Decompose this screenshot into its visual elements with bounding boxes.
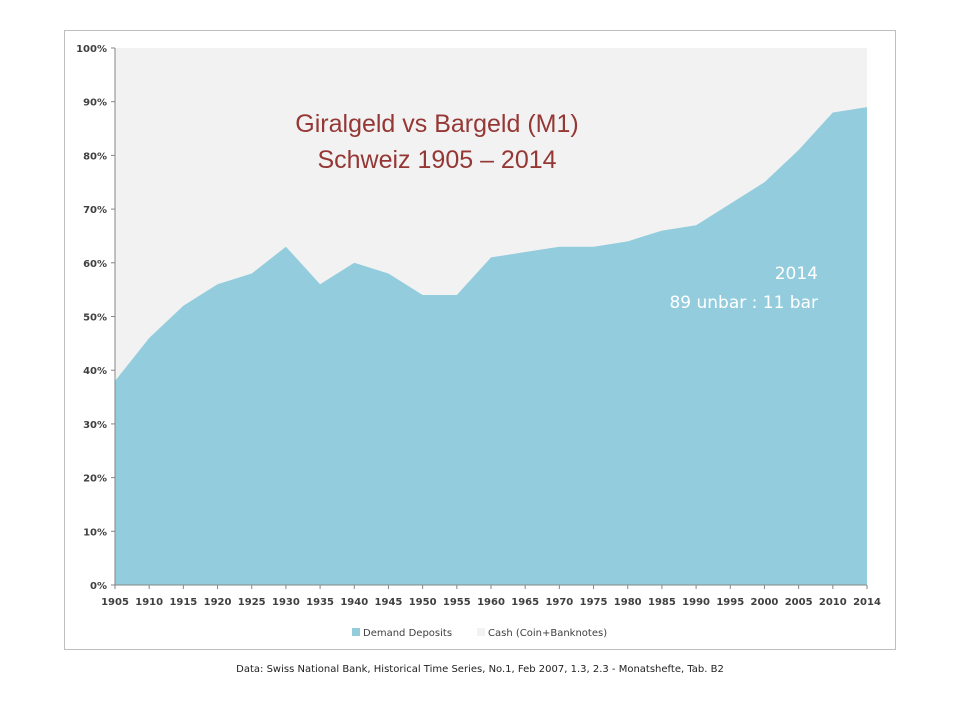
x-tick-label: 1955 xyxy=(443,597,471,608)
x-tick-label: 1920 xyxy=(204,597,232,608)
annotation-year: 2014 xyxy=(775,264,818,284)
x-tick-label: 1970 xyxy=(545,597,573,608)
source-note: Data: Swiss National Bank, Historical Ti… xyxy=(236,664,724,675)
y-tick-label: 90% xyxy=(83,98,107,109)
x-tick-label: 2000 xyxy=(751,597,779,608)
y-tick-label: 0% xyxy=(90,581,107,592)
y-tick-label: 60% xyxy=(83,259,107,270)
x-tick-group: 1905 1910 1915 1920 1925 1930 1935 1940 1945 1950… xyxy=(101,585,881,608)
legend-swatch-demand-deposits xyxy=(352,628,360,636)
y-tick-label: 20% xyxy=(83,474,107,485)
x-tick-label: 2010 xyxy=(819,597,847,608)
y-tick-label: 40% xyxy=(83,366,107,377)
y-tick-label: 80% xyxy=(83,151,107,162)
y-tick-label: 70% xyxy=(83,205,107,216)
x-tick-label: 2014 xyxy=(853,597,881,608)
x-tick-label: 1910 xyxy=(135,597,163,608)
x-tick-label: 1965 xyxy=(511,597,539,608)
chart-frame: 0% 10% 20% 30% 40% 50% 60% 70% 80% 90% 100% 1905 19… xyxy=(64,30,896,650)
x-tick-label: 1905 xyxy=(101,597,129,608)
y-tick-label: 100% xyxy=(76,44,107,55)
x-tick-label: 1935 xyxy=(306,597,334,608)
x-tick-label: 1990 xyxy=(682,597,710,608)
x-tick-label: 1975 xyxy=(580,597,608,608)
chart-title-line-2: Schweiz 1905 – 2014 xyxy=(317,146,556,174)
x-tick-label: 1925 xyxy=(238,597,266,608)
x-tick-label: 1945 xyxy=(375,597,403,608)
legend: Demand Deposits Cash (Coin+Banknotes) xyxy=(352,628,607,639)
x-tick-label: 1980 xyxy=(614,597,642,608)
legend-label-demand-deposits: Demand Deposits xyxy=(363,628,452,639)
x-tick-label: 1985 xyxy=(648,597,676,608)
x-tick-label: 1940 xyxy=(340,597,368,608)
x-tick-label: 1960 xyxy=(477,597,505,608)
x-tick-label: 1930 xyxy=(272,597,300,608)
y-tick-label: 10% xyxy=(83,527,107,538)
legend-swatch-cash xyxy=(477,628,485,636)
y-tick-label: 50% xyxy=(83,313,107,324)
demand-deposits-area xyxy=(115,107,867,585)
chart-svg: 0%10%20%30%40%50%60%70%80%90%100% 1905 19… xyxy=(76,44,881,639)
x-tick-label: 1995 xyxy=(716,597,744,608)
x-tick-label: 1950 xyxy=(409,597,437,608)
y-tick-group: 0% 10% 20% 30% 40% 50% 60% 70% 80% 90% 100% xyxy=(76,44,115,592)
x-tick-label: 1915 xyxy=(169,597,197,608)
legend-label-cash: Cash (Coin+Banknotes) xyxy=(488,628,607,639)
x-tick-label: 2005 xyxy=(785,597,813,608)
y-tick-label: 30% xyxy=(83,420,107,431)
annotation-ratio: 89 unbar : 11 bar xyxy=(669,293,818,313)
chart-title-line-1: Giralgeld vs Bargeld (M1) xyxy=(295,110,578,138)
